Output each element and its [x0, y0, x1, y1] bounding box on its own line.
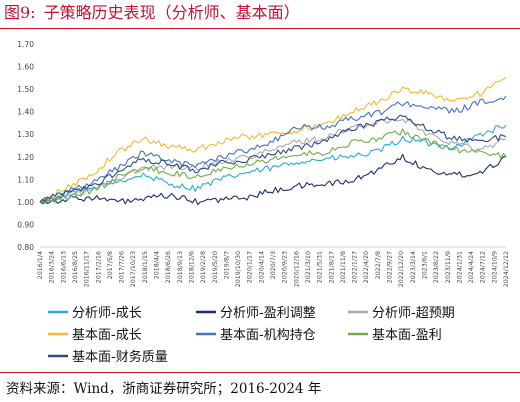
- x-tick-label: 2020/9/23: [282, 251, 289, 283]
- title-divider: [0, 28, 520, 29]
- x-tick-label: 2023/8/22: [433, 251, 440, 283]
- x-tick-label: 2019/5/20: [212, 251, 219, 283]
- x-tick-label: 2023/6/1: [421, 251, 428, 279]
- x-tick-label: 2017/7/26: [119, 251, 126, 283]
- x-tick-label: 2021/8/17: [328, 251, 335, 283]
- x-tick-label: 2022/7/8: [375, 251, 382, 279]
- x-tick-label: 2021/11/8: [340, 251, 347, 283]
- x-tick-label: 2024/7/12: [480, 251, 487, 283]
- series-line-7: [39, 114, 507, 203]
- x-tick-label: 2021/5/31: [317, 251, 324, 283]
- x-tick-label: 2022/12/20: [398, 251, 405, 287]
- legend-label-5: 基本面-机构持仓: [220, 328, 316, 343]
- y-tick-label: 0.90: [17, 220, 34, 229]
- x-tick-label: 2023/3/14: [410, 251, 417, 283]
- line-chart: 0.80 0.90 1.00 1.10 1.20 1.30 1.40 1.50 1.60 1.70…: [17, 40, 510, 365]
- x-tick-label: 2020/12/16: [293, 251, 300, 287]
- legend-label-4: 基本面-成长: [72, 328, 142, 343]
- x-tick-label: 2016/1/4: [37, 251, 44, 279]
- x-tick-label: 2018/12/6: [188, 251, 195, 283]
- x-tick-label: 2019/10/30: [235, 251, 242, 287]
- x-tick-label: 2020/4/14: [258, 251, 265, 283]
- series-line-6: [40, 128, 507, 204]
- x-tick-label: 2017/2/16: [95, 251, 102, 283]
- x-tick-label: 2021/3/10: [305, 251, 312, 283]
- x-tick-label: 2020/1/17: [247, 251, 254, 283]
- y-tick-label: 1.60: [17, 63, 34, 72]
- x-tick-label: 2020/7/3: [270, 251, 277, 279]
- x-tick-label: 2016/8/25: [72, 251, 79, 283]
- x-tick-label: 2017/10/23: [130, 251, 137, 287]
- x-tick-label: 2018/1/15: [142, 251, 149, 283]
- y-tick-label: 1.30: [17, 130, 34, 139]
- source-note: 资料来源：Wind，浙商证券研究所；2016-2024 年: [6, 381, 322, 397]
- x-tick-label: 2019/2/28: [200, 251, 207, 283]
- y-tick-label: 1.20: [17, 153, 34, 162]
- x-tick-label: 2022/9/27: [387, 251, 394, 283]
- figure-title-text: 子策略历史表现（分析师、基本面）: [43, 3, 300, 22]
- series-line-2: [39, 153, 507, 206]
- x-tick-label: 2017/5/8: [107, 251, 114, 279]
- x-tick-label: 2024/10/9: [491, 251, 498, 283]
- y-tick-label: 1.70: [17, 40, 34, 49]
- x-tick-label: 2018/6/26: [165, 251, 172, 283]
- legend-label-3: 分析师-超预期: [372, 306, 455, 321]
- x-tick-label: 2024/12/12: [503, 251, 510, 287]
- x-tick-label: 2024/1/31: [456, 251, 463, 283]
- x-tick-label: 2019/8/7: [223, 251, 230, 279]
- x-tick-label: 2022/1/27: [352, 251, 359, 283]
- figure-label: 图9:: [4, 3, 36, 22]
- y-tick-label: 1.40: [17, 108, 34, 117]
- legend-label-2: 分析师-盈利调整: [220, 306, 316, 321]
- series-line-1: [39, 124, 507, 204]
- x-tick-label: 2024/4/24: [468, 251, 475, 283]
- x-tick-label: 2022/4/20: [363, 251, 370, 283]
- x-tick-label: 2023/11/9: [445, 251, 452, 283]
- x-tick-label: 2016/3/24: [49, 251, 56, 283]
- series-line-5: [39, 95, 507, 205]
- series-line-3: [39, 118, 507, 203]
- y-tick-label: 1.50: [17, 85, 34, 94]
- series-line-4: [39, 77, 507, 203]
- legend-label-1: 分析师-成长: [72, 306, 142, 321]
- figure-title: 图9: 子策略历史表现（分析师、基本面）: [4, 2, 300, 24]
- y-tick-label: 0.80: [17, 243, 34, 252]
- y-tick-label: 1.00: [17, 198, 34, 207]
- legend-label-7: 基本面-财务质量: [72, 349, 168, 365]
- source-divider: [0, 372, 520, 373]
- y-tick-label: 1.10: [17, 175, 34, 184]
- legend-label-6: 基本面-盈利: [372, 328, 442, 343]
- x-tick-label: 2018/9/13: [177, 251, 184, 283]
- x-tick-label: 2016/6/13: [60, 251, 67, 283]
- x-tick-label: 2018/4/4: [154, 251, 161, 279]
- x-tick-label: 2016/11/17: [84, 251, 91, 287]
